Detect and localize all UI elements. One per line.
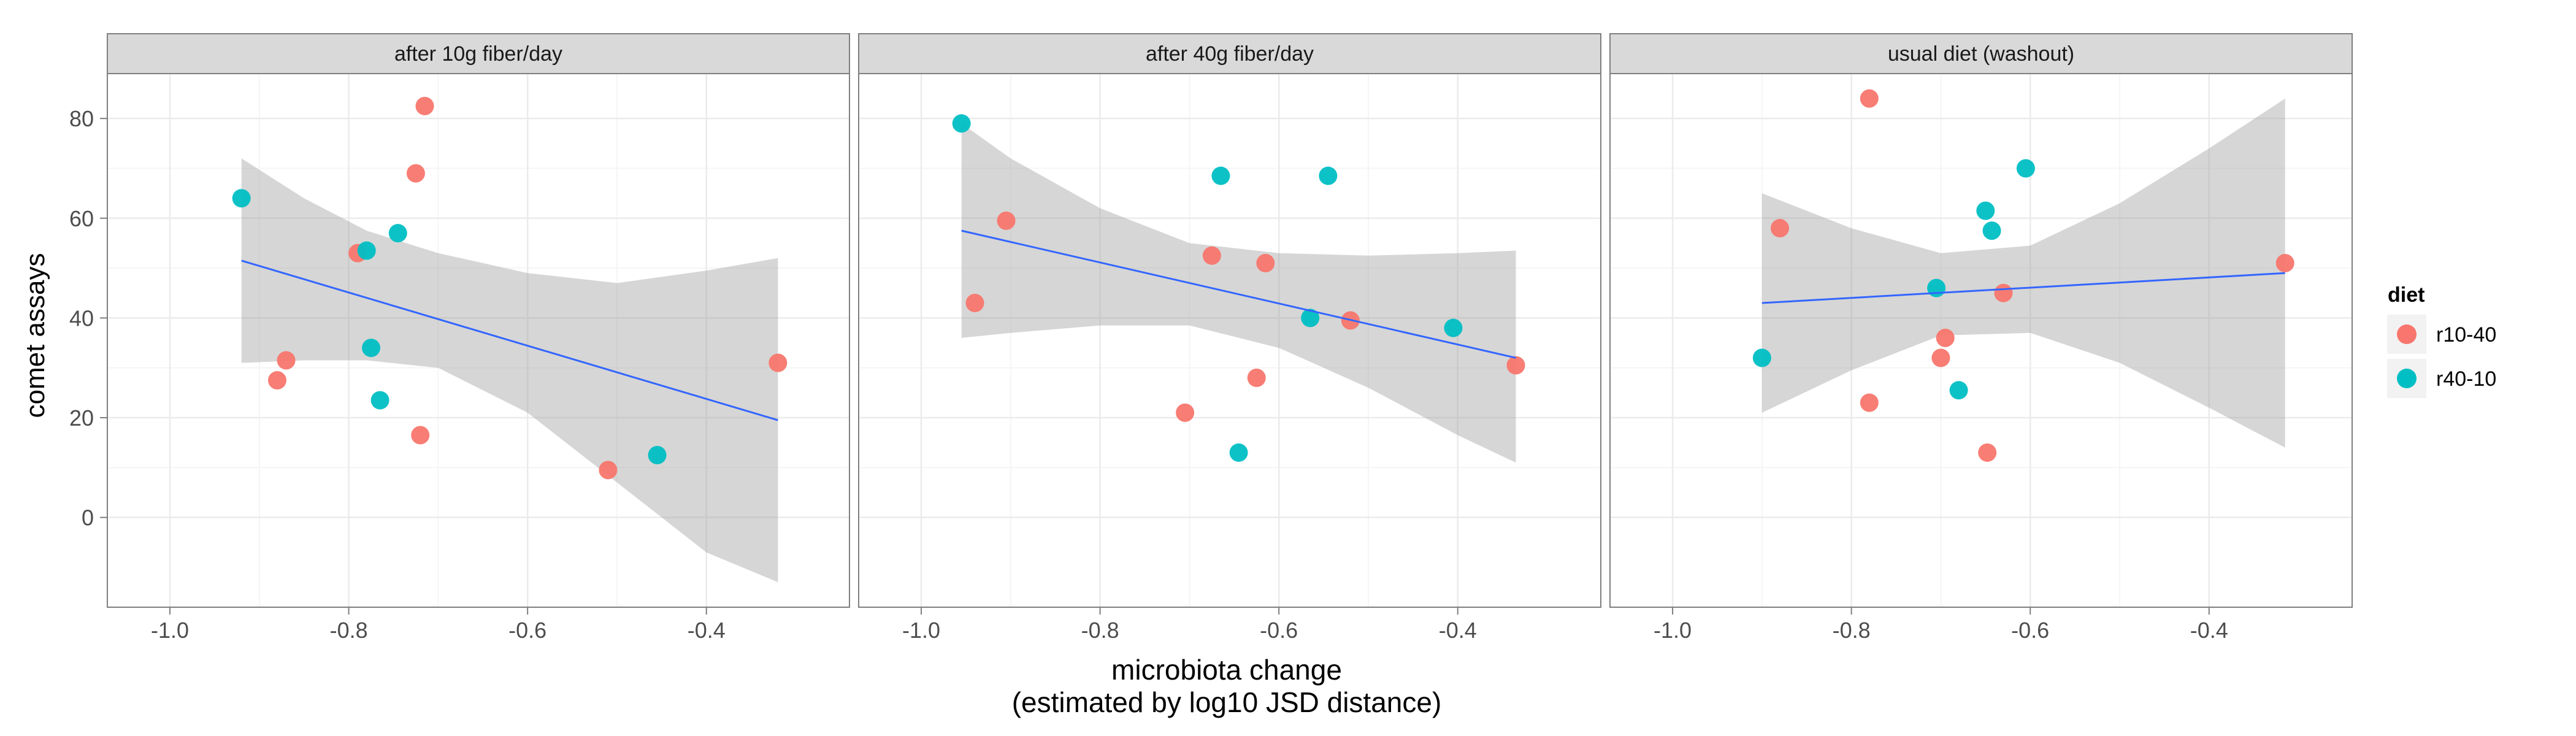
x-tick-label: -1.0 — [1654, 618, 1692, 643]
data-point-r10-40 — [2275, 253, 2294, 272]
x-tick-label: -0.8 — [1081, 618, 1119, 643]
legend-key-r40-10 — [2397, 369, 2417, 388]
data-point-r40-10 — [952, 114, 971, 133]
data-point-r10-40 — [1936, 328, 1955, 347]
legend-title: diet — [2388, 283, 2425, 307]
legend-label: r40-10 — [2436, 367, 2496, 391]
plot-panel-border — [858, 73, 1601, 608]
facet-panel-3: usual diet (washout) -1.0 -0.8 -0.6 -0.4 — [1609, 33, 2353, 643]
data-point-r10-40 — [1256, 253, 1275, 272]
plot-panel-background — [859, 74, 1601, 607]
data-point-r40-10 — [1949, 381, 1968, 400]
data-point-r40-10 — [648, 446, 667, 465]
y-tick-label: 80 — [69, 106, 94, 131]
data-point-r40-10 — [1229, 443, 1248, 462]
legend: diet r10-40 r40-10 — [2386, 283, 2496, 399]
data-point-r40-10 — [1211, 166, 1230, 185]
data-point-r10-40 — [1770, 219, 1789, 238]
data-point-r10-40 — [411, 426, 430, 445]
x-tick-label: -0.4 — [1439, 618, 1477, 643]
data-point-r40-10 — [1982, 221, 2001, 240]
x-tick-label: -0.4 — [688, 618, 726, 643]
data-point-r10-40 — [1860, 393, 1879, 412]
data-point-r40-10 — [232, 189, 251, 208]
data-point-r10-40 — [1247, 368, 1266, 387]
x-tick-label: -0.6 — [2011, 618, 2049, 643]
facet-panel-2: after 40g fiber/day -1.0 -0.8 -0.6 -0.4 — [858, 33, 1601, 643]
data-point-r10-40 — [1202, 246, 1221, 265]
plot-panel-border — [1609, 73, 2353, 608]
x-tick-label: -1.0 — [902, 618, 940, 643]
data-point-r40-10 — [2016, 159, 2035, 178]
data-point-r40-10 — [357, 241, 376, 260]
plot-panel-background — [1610, 74, 2352, 607]
data-point-r40-10 — [1927, 278, 1946, 297]
plot-panel-background — [107, 74, 849, 607]
data-point-r10-40 — [599, 461, 618, 480]
data-point-r10-40 — [267, 371, 286, 390]
facet-title: usual diet (washout) — [1888, 42, 2074, 66]
data-point-r40-10 — [370, 391, 389, 410]
data-point-r10-40 — [1860, 89, 1879, 108]
data-point-r40-10 — [1444, 318, 1463, 337]
y-tick-label: 60 — [69, 206, 94, 231]
x-tick-label: -0.8 — [1833, 618, 1871, 643]
data-point-r40-10 — [1976, 201, 1995, 220]
data-point-r40-10 — [1301, 309, 1320, 328]
regression-line — [241, 259, 778, 421]
y-axis-title: comet assays — [20, 253, 50, 418]
y-tick-label: 20 — [69, 405, 94, 431]
data-point-r10-40 — [406, 164, 425, 183]
data-point-r40-10 — [362, 339, 381, 358]
facet-strip — [107, 33, 850, 74]
facet-panel-1: after 10g fiber/day -1.0 -0.8 -0.6 -0.4 — [107, 33, 850, 643]
facet-panels: after 10g fiber/day-1.0 -0.8 -0.6 -0.4after… — [107, 33, 2353, 643]
data-point-r10-40 — [1931, 348, 1950, 367]
plot-panel-border — [107, 73, 850, 608]
facet-title: after 10g fiber/day — [394, 42, 562, 66]
facet-title: after 40g fiber/day — [1146, 42, 1314, 66]
data-point-r10-40 — [1978, 443, 1997, 462]
legend-label: r10-40 — [2436, 323, 2496, 347]
confidence-ribbon — [241, 158, 778, 583]
x-tick-label: -0.4 — [2190, 618, 2228, 643]
y-tick-label: 40 — [69, 305, 94, 331]
data-point-r40-10 — [1319, 166, 1338, 185]
regression-line — [961, 229, 1516, 359]
x-axis-title-line-2: (estimated by log10 JSD distance) — [1012, 686, 1442, 718]
y-tick-label: 0 — [82, 505, 94, 531]
legend-key-r10-40 — [2397, 324, 2417, 344]
data-point-r10-40 — [1994, 283, 2013, 302]
data-point-r10-40 — [1176, 403, 1195, 422]
data-point-r40-10 — [388, 224, 407, 243]
confidence-ribbon — [1761, 98, 2285, 448]
regression-line — [1761, 272, 2285, 304]
legend-entries: r10-40 r40-10 — [2386, 313, 2496, 399]
data-point-r10-40 — [1506, 356, 1525, 375]
x-tick-label: -0.6 — [1260, 618, 1298, 643]
facet-strip — [1609, 33, 2353, 74]
data-point-r10-40 — [769, 353, 788, 372]
data-point-r10-40 — [997, 211, 1016, 230]
x-tick-label: -0.6 — [508, 618, 546, 643]
data-point-r10-40 — [277, 351, 296, 370]
x-tick-label: -0.8 — [330, 618, 368, 643]
confidence-ribbon — [961, 123, 1516, 463]
data-point-r10-40 — [965, 294, 984, 313]
data-point-r40-10 — [1752, 348, 1771, 367]
x-axis-title-line-1: microbiota change — [1111, 654, 1342, 686]
data-point-r10-40 — [415, 96, 434, 115]
x-tick-label: -1.0 — [151, 618, 189, 643]
